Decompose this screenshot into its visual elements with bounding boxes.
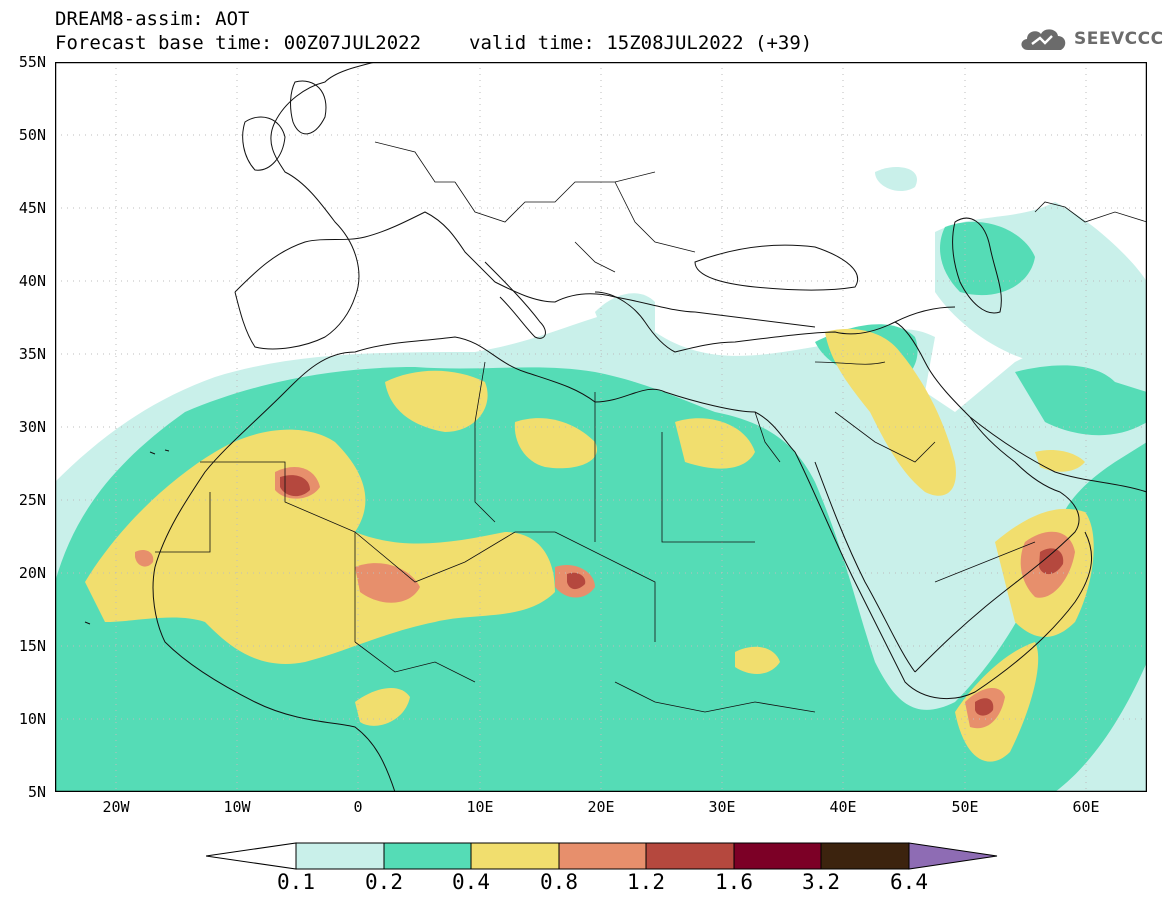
borders — [155, 141, 1147, 713]
lat-label: 55N — [18, 53, 46, 71]
colorbar-label: 1.6 — [715, 870, 753, 894]
colorbar-label: 3.2 — [802, 870, 840, 894]
colorbar-segment — [820, 842, 910, 870]
time-info: Forecast base time: 00Z07JUL2022 valid ti… — [55, 32, 812, 54]
map-title: DREAM8-assim: AOT — [55, 8, 250, 30]
colorbar-label: 6.4 — [890, 870, 928, 894]
colorbar-segment — [383, 842, 472, 870]
lon-label: 20E — [587, 798, 615, 816]
lon-label: 50E — [951, 798, 979, 816]
colorbar-label: 1.2 — [627, 870, 665, 894]
coastlines — [84, 62, 1147, 792]
lon-label: 60E — [1072, 798, 1100, 816]
colorbar-segment — [295, 842, 385, 870]
lat-label: 15N — [18, 637, 46, 655]
colorbar-label: 0.2 — [365, 870, 403, 894]
lon-label: 20W — [102, 798, 130, 816]
aot-band-1.2 — [280, 475, 1064, 716]
lon-label: 10E — [466, 798, 494, 816]
colorbar-segment — [645, 842, 735, 870]
lat-label: 40N — [18, 272, 46, 290]
colorbar-segment — [470, 842, 560, 870]
map-canvas — [54, 61, 1148, 793]
colorbar-under-arrow — [206, 842, 297, 870]
colorbar — [206, 842, 998, 870]
lon-label: 30E — [708, 798, 736, 816]
forecast-base-time: Forecast base time: 00Z07JUL2022 — [55, 32, 422, 54]
lat-label: 5N — [27, 783, 46, 801]
lon-label: 10W — [223, 798, 251, 816]
cloud-icon — [1021, 29, 1066, 50]
lat-label: 20N — [18, 564, 46, 582]
colorbar-over-arrow — [908, 842, 998, 870]
aot-map — [54, 61, 1148, 793]
lon-label: 40E — [829, 798, 857, 816]
lat-label: 35N — [18, 345, 46, 363]
lat-label: 45N — [18, 199, 46, 217]
lat-label: 50N — [18, 126, 46, 144]
colorbar-segment — [558, 842, 647, 870]
lat-label: 25N — [18, 491, 46, 509]
lat-label: 10N — [18, 710, 46, 728]
valid-time: valid time: 15Z08JUL2022 (+39) — [469, 32, 813, 54]
colorbar-label: 0.4 — [452, 870, 490, 894]
graticule — [55, 62, 1147, 792]
colorbar-label: 0.1 — [277, 870, 315, 894]
lat-label: 30N — [18, 418, 46, 436]
colorbar-label: 0.8 — [540, 870, 578, 894]
logo-text: SEEVCCC — [1074, 29, 1164, 49]
lon-label: 0 — [353, 798, 363, 816]
map-border — [54, 61, 1148, 793]
colorbar-segment — [733, 842, 822, 870]
seevccc-logo: SEEVCCC — [1018, 24, 1164, 54]
